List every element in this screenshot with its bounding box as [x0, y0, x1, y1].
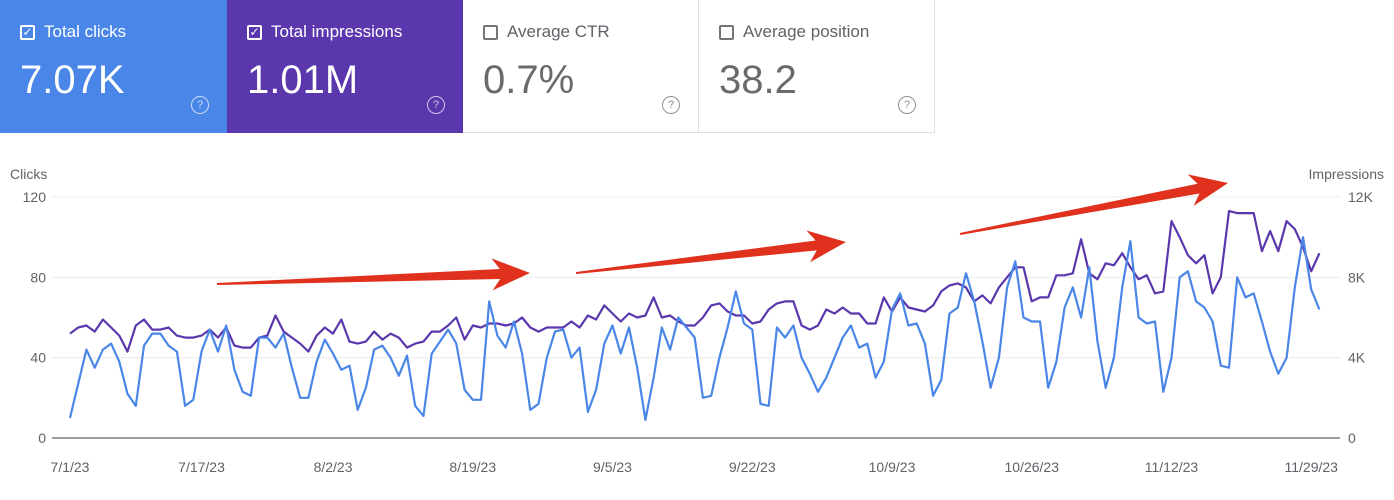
clicks-series-line	[68, 236, 1321, 421]
help-icon[interactable]: ?	[898, 96, 916, 114]
x-tick-label: 7/17/23	[178, 459, 225, 475]
x-tick-label: 7/1/23	[51, 459, 90, 475]
x-tick-label: 8/19/23	[449, 459, 496, 475]
metric-cards: ✓ Total clicks 7.07K ? ✓ Total impressions…	[0, 0, 935, 133]
card-value: 0.7%	[483, 58, 575, 102]
right-axis-label: Impressions	[1309, 166, 1384, 182]
total-impressions-card[interactable]: ✓ Total impressions 1.01M ?	[227, 0, 463, 133]
x-tick-label: 11/29/23	[1284, 459, 1338, 475]
checkbox-unchecked-icon[interactable]	[719, 24, 734, 40]
left-tick-label: 0	[38, 430, 46, 446]
arrow-shape	[575, 230, 847, 274]
checkbox-unchecked-icon[interactable]	[483, 24, 498, 40]
arrow-shape	[216, 258, 530, 291]
right-tick-label: 8K	[1348, 269, 1366, 285]
left-axis-label: Clicks	[10, 166, 47, 182]
x-tick-label: 8/2/23	[314, 459, 353, 475]
card-label: Average position	[743, 22, 870, 41]
red-arrow-icon	[575, 230, 847, 274]
checkbox-checked-icon[interactable]: ✓	[20, 24, 35, 40]
help-icon[interactable]: ?	[662, 96, 680, 114]
help-icon[interactable]: ?	[191, 96, 209, 114]
card-value: 7.07K	[20, 58, 125, 102]
left-tick-label: 80	[30, 269, 46, 285]
x-tick-label: 9/22/23	[729, 459, 776, 475]
left-tick-label: 40	[30, 350, 46, 366]
right-tick-label: 4K	[1348, 350, 1366, 366]
red-arrow-icon	[216, 258, 530, 291]
right-tick-label: 12K	[1348, 189, 1374, 205]
x-tick-label: 11/12/23	[1145, 459, 1199, 475]
checkbox-checked-icon[interactable]: ✓	[247, 24, 262, 40]
red-arrow-icon	[959, 174, 1228, 235]
average-position-card[interactable]: Average position 38.2 ?	[699, 0, 935, 133]
average-ctr-card[interactable]: Average CTR 0.7% ?	[463, 0, 699, 133]
card-label: Average CTR	[507, 22, 610, 41]
x-tick-label: 10/26/23	[1004, 459, 1059, 475]
total-clicks-card[interactable]: ✓ Total clicks 7.07K ?	[0, 0, 227, 133]
card-label: Total impressions	[271, 22, 403, 41]
right-tick-label: 0	[1348, 430, 1356, 446]
impressions-series-line	[69, 210, 1321, 353]
annotation-arrows	[216, 174, 1228, 291]
card-value: 1.01M	[247, 58, 359, 102]
arrow-shape	[959, 174, 1228, 235]
x-tick-label: 9/5/23	[593, 459, 632, 475]
card-label: Total clicks	[44, 22, 127, 41]
card-value: 38.2	[719, 58, 797, 102]
help-icon[interactable]: ?	[427, 96, 445, 114]
left-tick-label: 120	[23, 189, 47, 205]
x-tick-label: 10/9/23	[869, 459, 916, 475]
